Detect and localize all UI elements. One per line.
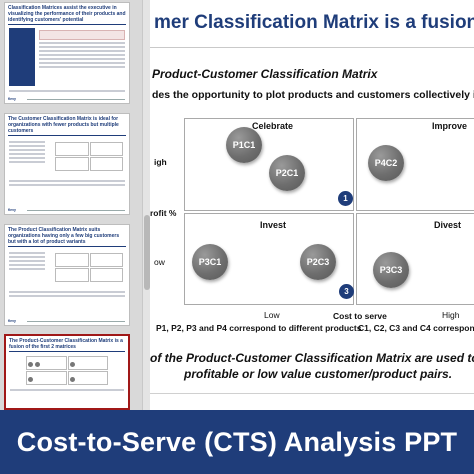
thumbnail-divider	[8, 135, 126, 136]
slide-thumbnail-panel: Classification Matrices assist the execu…	[0, 0, 148, 410]
title-divider	[150, 47, 474, 48]
flevy-logo: flevy	[8, 208, 16, 212]
slide-footer-divider	[150, 393, 474, 394]
slide-thumbnail-1[interactable]: Classification Matrices assist the execu…	[4, 2, 130, 104]
slide-thumbnail-3[interactable]: The Product Classification Matrix suits …	[4, 224, 130, 326]
quadrant-number-badge-1: 1	[338, 191, 353, 206]
flevy-logo: flevy	[8, 97, 16, 101]
main-slide: mer Classification Matrix is a fusion of…	[150, 0, 474, 410]
bubble-p3c3: P3C3	[373, 252, 409, 288]
quadrant-invest	[184, 213, 354, 305]
product-banner: Cost-to-Serve (CTS) Analysis PPT	[0, 410, 474, 474]
bubble-p2c3: P2C3	[300, 244, 336, 280]
slide-thumbnail-2[interactable]: The Customer Classification Matrix is id…	[4, 113, 130, 215]
thumbnail-divider	[8, 246, 126, 247]
slide-thumbnail-4[interactable]: The Product-Customer Classification Matr…	[4, 334, 130, 410]
bubble-p2c1: P2C1	[269, 155, 305, 191]
quadrant-label-divest: Divest	[434, 220, 462, 230]
x-axis-high-label: High	[442, 310, 460, 320]
bubble-p4c2: P4C2	[368, 145, 404, 181]
bubble-p1c1: P1C1	[226, 127, 262, 163]
y-axis-title: rofit %	[150, 208, 177, 218]
x-axis-title: Cost to serve	[333, 311, 387, 321]
quadrant-label-improve: Improve	[432, 121, 468, 131]
thumbnail-scrollbar[interactable]	[142, 0, 150, 410]
quadrant-divest	[356, 213, 474, 305]
slide-title: mer Classification Matrix is a fusion of…	[154, 12, 474, 33]
product-note: P1, P2, P3 and P4 correspond to differen…	[156, 323, 362, 333]
matrix-heading: Product-Customer Classification Matrix	[152, 67, 378, 81]
conclusion-text-line-1: of the Product-Customer Classification M…	[150, 351, 474, 365]
y-axis-low-label: ow	[154, 257, 165, 267]
thumbnail-title: The Product-Customer Classification Matr…	[9, 338, 123, 350]
quadrant-label-celebrate: Celebrate	[252, 121, 294, 131]
banner-title: Cost-to-Serve (CTS) Analysis PPT	[16, 426, 458, 457]
thumbnail-image	[9, 28, 35, 86]
thumbnail-divider	[8, 24, 126, 25]
x-axis-low-label: Low	[264, 310, 280, 320]
thumbnail-title: The Product Classification Matrix suits …	[8, 227, 120, 245]
thumbnail-title: Classification Matrices assist the execu…	[8, 5, 126, 23]
customer-note: C1, C2, C3 and C4 correspond	[358, 323, 474, 333]
conclusion-text-line-2: profitable or low value customer/product…	[184, 367, 453, 381]
flevy-logo: flevy	[8, 319, 16, 323]
thumbnail-divider	[9, 351, 125, 352]
matrix-description: des the opportunity to plot products and…	[152, 89, 474, 101]
quadrant-celebrate	[184, 118, 354, 211]
quadrant-number-badge-3: 3	[339, 284, 354, 299]
quadrant-improve	[356, 118, 474, 211]
thumbnail-title: The Customer Classification Matrix is id…	[8, 116, 119, 134]
bubble-p3c1: P3C1	[192, 244, 228, 280]
quadrant-label-invest: Invest	[260, 220, 287, 230]
scrollbar-thumb[interactable]	[144, 215, 150, 290]
y-axis-high-label: igh	[154, 157, 167, 167]
